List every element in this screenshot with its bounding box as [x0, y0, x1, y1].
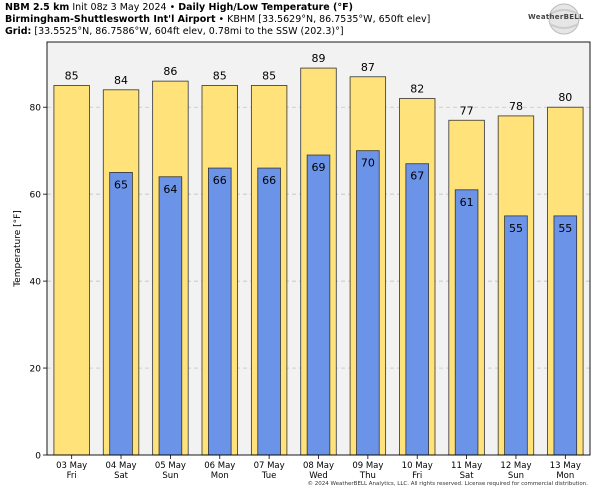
bars — [53, 67, 584, 456]
footer-copyright: © 2024 WeatherBELL Analytics, LLC. All r… — [307, 481, 588, 487]
x-tick-weekday: Mon — [556, 471, 574, 481]
y-axis-label: Temperature [°F] — [13, 210, 23, 288]
high-value-label: 89 — [312, 52, 326, 65]
station-name: Birmingham-Shuttlesworth Int'l Airport — [5, 14, 216, 25]
low-value-label: 61 — [460, 196, 474, 209]
header-line-3: Grid: [33.5525°N, 86.7586°W, 604ft elev,… — [5, 26, 344, 38]
low-bar — [504, 215, 528, 456]
high-value-label: 85 — [65, 69, 79, 82]
x-tick-date: 04 May — [105, 461, 136, 471]
grid-label: Grid: — [5, 26, 32, 37]
x-tick-date: 11 May — [451, 461, 482, 471]
header-line-2: Birmingham-Shuttlesworth Int'l Airport •… — [5, 14, 431, 25]
low-bar — [306, 154, 331, 456]
low-value-label: 70 — [361, 157, 375, 170]
low-value-label: 55 — [509, 222, 523, 235]
grid-info: [33.5525°N, 86.7586°W, 604ft elev, 0.78m… — [34, 26, 344, 37]
logo-text: WeatherBELL — [528, 13, 584, 21]
low-bar — [553, 215, 578, 456]
high-value-label: 87 — [361, 61, 375, 74]
low-bar — [454, 189, 479, 456]
plot-frame — [46, 41, 591, 456]
low-value-label: 69 — [312, 161, 326, 174]
data-labels: 85 84 65 86 64 85 66 85 66 89 69 87 70 82 67 77 61 78 55 80… — [65, 52, 573, 235]
x-tick-date: 06 May — [204, 461, 235, 471]
low-value-label: 55 — [558, 222, 572, 235]
high-value-label: 86 — [163, 65, 177, 78]
low-value-label: 64 — [163, 183, 177, 196]
header-line-1: NBM 2.5 km Init 08z 3 May 2024 • Daily H… — [5, 2, 353, 13]
weatherbell-logo — [548, 3, 580, 35]
model-name: NBM 2.5 km — [5, 2, 70, 13]
high-value-label: 80 — [558, 91, 572, 104]
x-tick-weekday: Mon — [211, 471, 229, 481]
x-tick-weekday: Wed — [309, 471, 328, 481]
y-tick-label: 0 — [35, 452, 41, 462]
low-bar — [405, 163, 429, 456]
low-bar — [158, 176, 183, 456]
high-value-label: 85 — [213, 69, 227, 82]
x-tick-weekday: Sun — [162, 471, 178, 481]
high-value-label: 78 — [509, 100, 523, 113]
x-tick-date: 09 May — [352, 461, 383, 471]
x-tick-date: 12 May — [500, 461, 531, 471]
x-tick-date: 03 May — [56, 461, 87, 471]
x-tick-weekday: Tue — [261, 471, 277, 481]
station-info: KBHM [33.5629°N, 86.7535°W, 650ft elev] — [227, 14, 431, 25]
high-value-label: 77 — [460, 104, 474, 117]
low-bar — [257, 167, 281, 456]
y-tick-label: 60 — [30, 191, 42, 201]
x-tick-weekday: Sun — [508, 471, 524, 481]
high-bar — [53, 85, 90, 456]
x-tick-date: 07 May — [254, 461, 285, 471]
x-tick-date: 05 May — [155, 461, 186, 471]
low-bar — [208, 167, 232, 456]
low-bar — [109, 172, 133, 456]
x-tick-weekday: Fri — [412, 471, 422, 481]
low-value-label: 65 — [114, 178, 128, 191]
high-value-label: 85 — [262, 69, 276, 82]
low-bar — [356, 150, 380, 456]
x-tick-weekday: Thu — [359, 471, 376, 481]
x-tick-date: 10 May — [402, 461, 433, 471]
x-tick-date: 08 May — [303, 461, 334, 471]
high-value-label: 84 — [114, 74, 128, 87]
y-tick-label: 20 — [30, 365, 42, 375]
x-tick-weekday: Sat — [460, 471, 475, 481]
low-value-label: 66 — [262, 174, 276, 187]
y-tick-label: 40 — [30, 278, 42, 288]
x-tick-weekday: Fri — [67, 471, 77, 481]
low-value-label: 66 — [213, 174, 227, 187]
init-time: Init 08z 3 May 2024 — [72, 2, 167, 13]
product-name: Daily High/Low Temperature (°F) — [178, 2, 353, 13]
x-tick-date: 13 May — [550, 461, 581, 471]
high-value-label: 82 — [410, 83, 424, 96]
low-value-label: 67 — [410, 170, 424, 183]
x-tick-weekday: Sat — [114, 471, 129, 481]
y-tick-label: 80 — [30, 104, 42, 114]
